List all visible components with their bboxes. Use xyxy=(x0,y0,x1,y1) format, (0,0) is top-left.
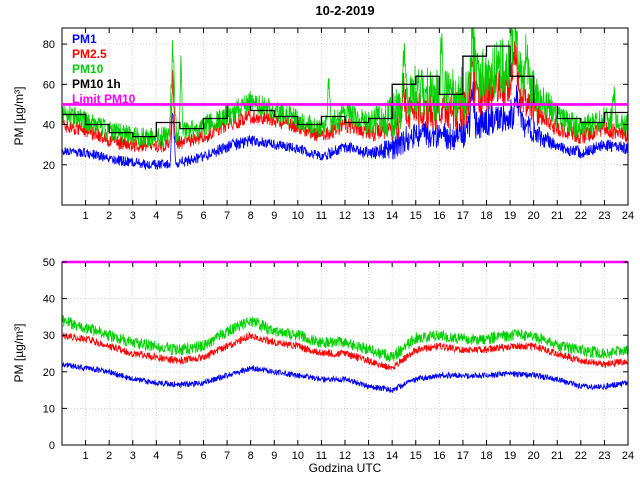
y-tick-label: 50 xyxy=(43,257,55,269)
x-tick-label: 15 xyxy=(410,210,422,222)
top-ylabel: PM [µg/m³] xyxy=(12,86,26,146)
y-tick-label: 80 xyxy=(43,39,55,51)
x-tick-label: 16 xyxy=(433,450,445,462)
y-tick-label: 20 xyxy=(43,160,55,172)
y-tick-label: 30 xyxy=(43,330,55,342)
x-tick-label: 18 xyxy=(480,210,492,222)
x-tick-label: 13 xyxy=(362,450,374,462)
x-tick-label: 22 xyxy=(575,210,587,222)
x-tick-label: 8 xyxy=(248,210,254,222)
x-tick-label: 1 xyxy=(83,210,89,222)
y-tick-label: 0 xyxy=(49,440,55,452)
legend-item-limit-pm10: Limit PM10 xyxy=(72,92,136,106)
x-tick-label: 24 xyxy=(622,210,634,222)
y-tick-label: 40 xyxy=(43,120,55,132)
x-tick-label: 21 xyxy=(551,450,563,462)
x-tick-label: 5 xyxy=(177,450,183,462)
x-tick-label: 11 xyxy=(316,450,327,462)
series-pm1 xyxy=(62,361,628,394)
x-tick-label: 23 xyxy=(598,210,610,222)
x-tick-label: 18 xyxy=(480,450,492,462)
legend-item-pm2-5: PM2.5 xyxy=(72,47,107,61)
x-tick-label: 6 xyxy=(200,450,206,462)
y-tick-label: 20 xyxy=(43,367,55,379)
x-tick-label: 22 xyxy=(575,450,587,462)
x-tick-label: 17 xyxy=(457,450,469,462)
x-tick-label: 9 xyxy=(271,210,277,222)
x-tick-label: 12 xyxy=(339,450,351,462)
x-tick-label: 19 xyxy=(504,210,516,222)
legend: PM1 PM2.5 PM10 PM10 1h Limit PM10 xyxy=(72,32,135,107)
series-pm1 xyxy=(62,81,628,171)
x-tick-label: 11 xyxy=(316,210,327,222)
x-tick-label: 7 xyxy=(224,450,230,462)
x-tick-label: 5 xyxy=(177,210,183,222)
x-tick-label: 3 xyxy=(130,450,136,462)
y-tick-label: 40 xyxy=(43,294,55,306)
x-tick-label: 4 xyxy=(153,450,159,462)
legend-item-pm10-1h: PM10 1h xyxy=(72,77,121,91)
x-tick-label: 12 xyxy=(339,210,351,222)
x-tick-label: 14 xyxy=(386,210,398,222)
x-tick-label: 19 xyxy=(504,450,516,462)
legend-item-pm10: PM10 xyxy=(72,62,104,76)
series-pm10 xyxy=(62,315,628,363)
bottom-ylabel: PM [µg/m³] xyxy=(12,323,26,383)
x-tick-label: 7 xyxy=(224,210,230,222)
x-tick-label: 13 xyxy=(362,210,374,222)
x-tick-label: 2 xyxy=(106,210,112,222)
x-tick-label: 3 xyxy=(130,210,136,222)
x-tick-label: 20 xyxy=(528,210,540,222)
chart-title: 10-2-2019 xyxy=(315,3,375,18)
x-tick-label: 17 xyxy=(457,210,469,222)
x-tick-label: 8 xyxy=(248,450,254,462)
x-tick-label: 16 xyxy=(433,210,445,222)
x-tick-label: 15 xyxy=(410,450,422,462)
x-tick-label: 23 xyxy=(598,450,610,462)
x-tick-label: 2 xyxy=(106,450,112,462)
series-pm10-1h xyxy=(62,45,628,138)
x-tick-label: 20 xyxy=(528,450,540,462)
x-tick-label: 14 xyxy=(386,450,398,462)
x-tick-label: 9 xyxy=(271,450,277,462)
x-tick-label: 6 xyxy=(200,210,206,222)
x-tick-label: 1 xyxy=(83,450,89,462)
x-tick-label: 4 xyxy=(153,210,159,222)
xaxis-label: Godzina UTC xyxy=(308,461,382,475)
x-tick-label: 21 xyxy=(551,210,563,222)
y-tick-label: 60 xyxy=(43,79,55,91)
y-tick-label: 10 xyxy=(43,403,55,415)
x-tick-label: 10 xyxy=(292,210,304,222)
legend-item-pm1: PM1 xyxy=(72,32,97,46)
x-tick-label: 24 xyxy=(622,450,634,462)
x-tick-label: 10 xyxy=(292,450,304,462)
series-pm2-5 xyxy=(62,331,628,371)
